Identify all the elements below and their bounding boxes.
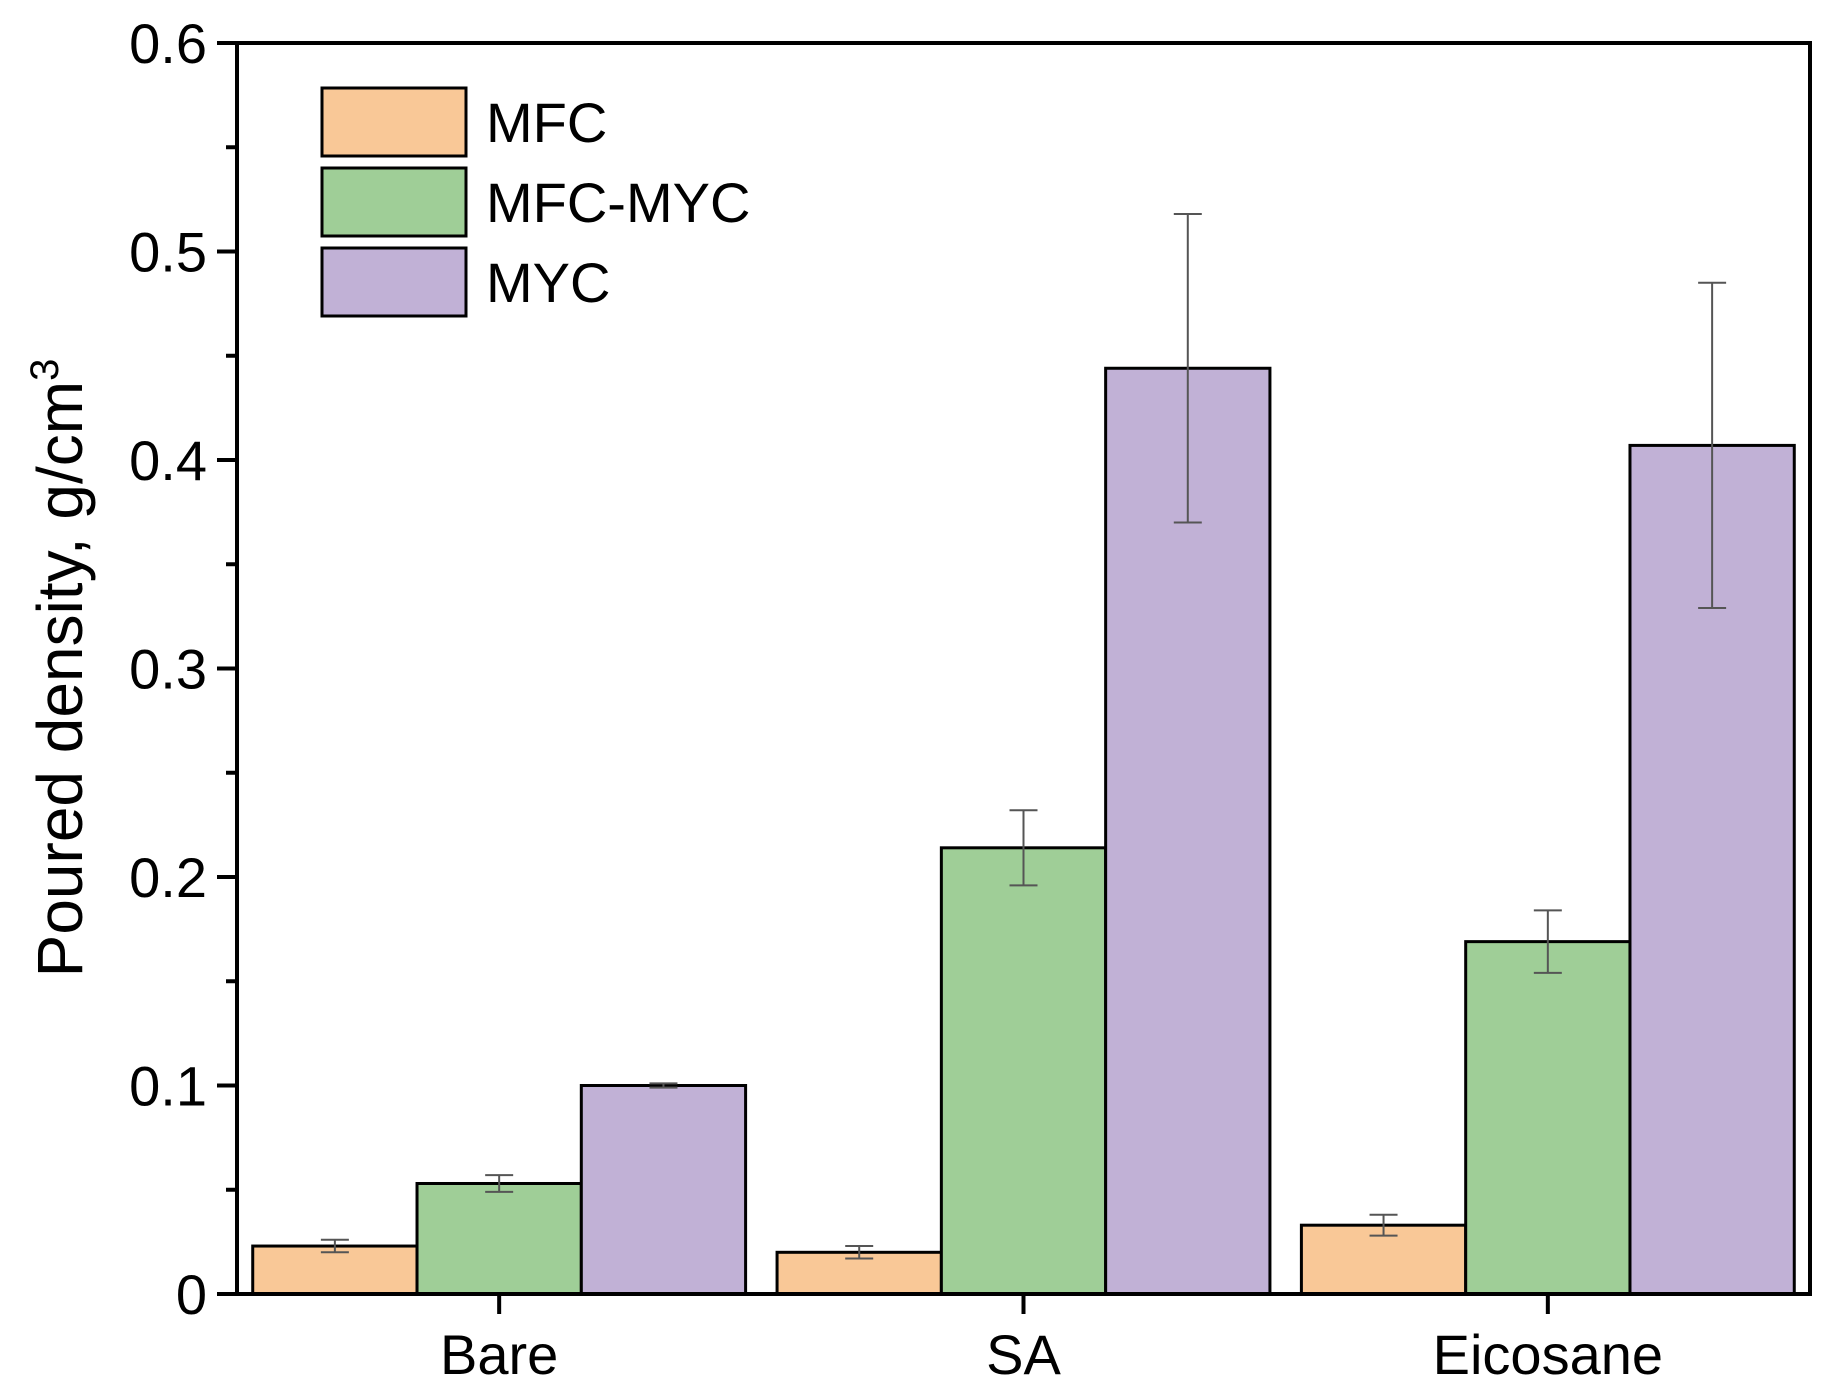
y-tick-label: 0.1: [129, 1055, 207, 1118]
y-tick-label: 0.6: [129, 12, 207, 75]
error-bar-mfc-sa: [845, 1245, 874, 1260]
y-tick-label: 0.5: [129, 221, 207, 284]
x-axis: Bare SA Eicosane: [440, 1294, 1663, 1386]
error-bar-mfc-eicosane: [1369, 1213, 1398, 1237]
y-axis: 0 0.1 0.2 0.3 0.4 0.5 0.6: [129, 12, 237, 1326]
legend-swatch-myc: [320, 246, 468, 318]
y-tick-label: 0: [176, 1263, 207, 1326]
bar-mfc-myc-eicosane: [1464, 940, 1632, 1296]
error-bar-mfc-bare: [320, 1238, 349, 1254]
error-bar-myc-eicosane: [1698, 281, 1727, 610]
error-bar-mfc-myc-eicosane: [1533, 909, 1562, 974]
y-tick-label: 0.4: [129, 429, 207, 492]
legend-swatch-mfc-myc: [320, 166, 468, 238]
legend-label-myc: MYC: [486, 251, 610, 314]
error-bar-mfc-myc-bare: [485, 1174, 514, 1193]
legend-label-mfc: MFC: [486, 91, 607, 154]
legend-label-mfc-myc: MFC-MYC: [486, 171, 750, 234]
x-tick-label-sa: SA: [986, 1323, 1061, 1386]
bar-myc-bare: [579, 1084, 748, 1296]
legend-swatch-mfc: [320, 86, 468, 158]
legend: MFC MFC-MYC MYC: [320, 86, 750, 318]
bar-mfc-myc-bare: [415, 1181, 583, 1296]
y-tick-label: 0.3: [129, 638, 207, 701]
y-axis-title-superscript: 3: [23, 359, 67, 381]
x-tick-label-bare: Bare: [440, 1323, 558, 1386]
error-bar-myc-bare: [649, 1082, 678, 1089]
bar-mfc-myc-sa: [939, 846, 1108, 1296]
error-bar-mfc-myc-sa: [1009, 809, 1038, 887]
y-axis-title: Poured density, g/cm3: [23, 359, 96, 978]
error-bar-myc-sa: [1173, 212, 1202, 524]
y-tick-label: 0.2: [129, 846, 207, 909]
x-tick-label-eicosane: Eicosane: [1433, 1323, 1663, 1386]
error-bars-layer: [320, 212, 1727, 1260]
